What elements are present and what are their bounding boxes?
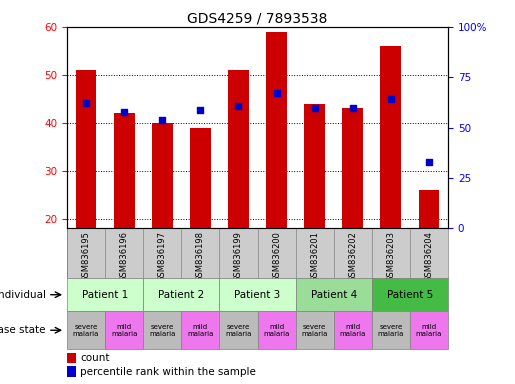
Bar <box>258 311 296 349</box>
Bar <box>181 311 219 349</box>
Title: GDS4259 / 7893538: GDS4259 / 7893538 <box>187 12 328 26</box>
Text: severe
malaria: severe malaria <box>149 324 176 337</box>
Text: severe
malaria: severe malaria <box>73 324 99 337</box>
Text: count: count <box>80 353 110 363</box>
Text: Patient 4: Patient 4 <box>311 290 357 300</box>
Bar <box>143 311 181 349</box>
Text: mild
malaria: mild malaria <box>416 324 442 337</box>
Point <box>311 104 319 111</box>
Bar <box>372 278 448 311</box>
Bar <box>67 311 105 349</box>
Bar <box>296 311 334 349</box>
Text: mild
malaria: mild malaria <box>263 324 290 337</box>
Text: mild
malaria: mild malaria <box>187 324 214 337</box>
Bar <box>152 123 173 228</box>
Text: individual: individual <box>0 290 46 300</box>
Text: Patient 2: Patient 2 <box>158 290 204 300</box>
Bar <box>67 366 76 377</box>
Text: GSM836203: GSM836203 <box>386 231 396 282</box>
Text: Patient 1: Patient 1 <box>82 290 128 300</box>
Text: GSM836202: GSM836202 <box>348 231 357 282</box>
Point <box>425 159 433 165</box>
Point <box>120 109 128 115</box>
Bar <box>304 104 325 228</box>
Bar <box>190 127 211 228</box>
Text: GSM836204: GSM836204 <box>424 231 434 282</box>
Bar <box>114 113 134 228</box>
Text: Patient 5: Patient 5 <box>387 290 433 300</box>
Point <box>272 90 281 96</box>
Text: Patient 3: Patient 3 <box>234 290 281 300</box>
Text: severe
malaria: severe malaria <box>225 324 252 337</box>
Bar <box>143 278 219 311</box>
Bar <box>219 278 296 311</box>
Text: GSM836195: GSM836195 <box>81 231 91 282</box>
Text: severe
malaria: severe malaria <box>377 324 404 337</box>
Bar <box>410 311 448 349</box>
Bar <box>67 278 143 311</box>
Bar <box>76 70 96 228</box>
Text: disease state: disease state <box>0 325 46 335</box>
Bar <box>67 353 76 363</box>
Text: GSM836196: GSM836196 <box>119 231 129 282</box>
Bar <box>381 46 401 228</box>
Text: GSM836199: GSM836199 <box>234 231 243 282</box>
Text: mild
malaria: mild malaria <box>339 324 366 337</box>
Text: mild
malaria: mild malaria <box>111 324 138 337</box>
Bar <box>419 190 439 228</box>
Point <box>234 103 243 109</box>
Text: GSM836200: GSM836200 <box>272 231 281 282</box>
Bar <box>266 32 287 228</box>
Bar <box>228 70 249 228</box>
Bar <box>105 311 143 349</box>
Point <box>196 106 204 113</box>
Bar <box>342 109 363 228</box>
Point <box>387 96 395 103</box>
Point <box>82 101 90 107</box>
Text: GSM836201: GSM836201 <box>310 231 319 282</box>
Text: severe
malaria: severe malaria <box>301 324 328 337</box>
Text: GSM836198: GSM836198 <box>196 231 205 282</box>
Text: percentile rank within the sample: percentile rank within the sample <box>80 367 256 377</box>
Bar <box>372 311 410 349</box>
Point <box>158 117 166 123</box>
Bar <box>334 311 372 349</box>
Bar <box>219 311 258 349</box>
Point <box>349 104 357 111</box>
Text: GSM836197: GSM836197 <box>158 231 167 282</box>
Bar <box>296 278 372 311</box>
